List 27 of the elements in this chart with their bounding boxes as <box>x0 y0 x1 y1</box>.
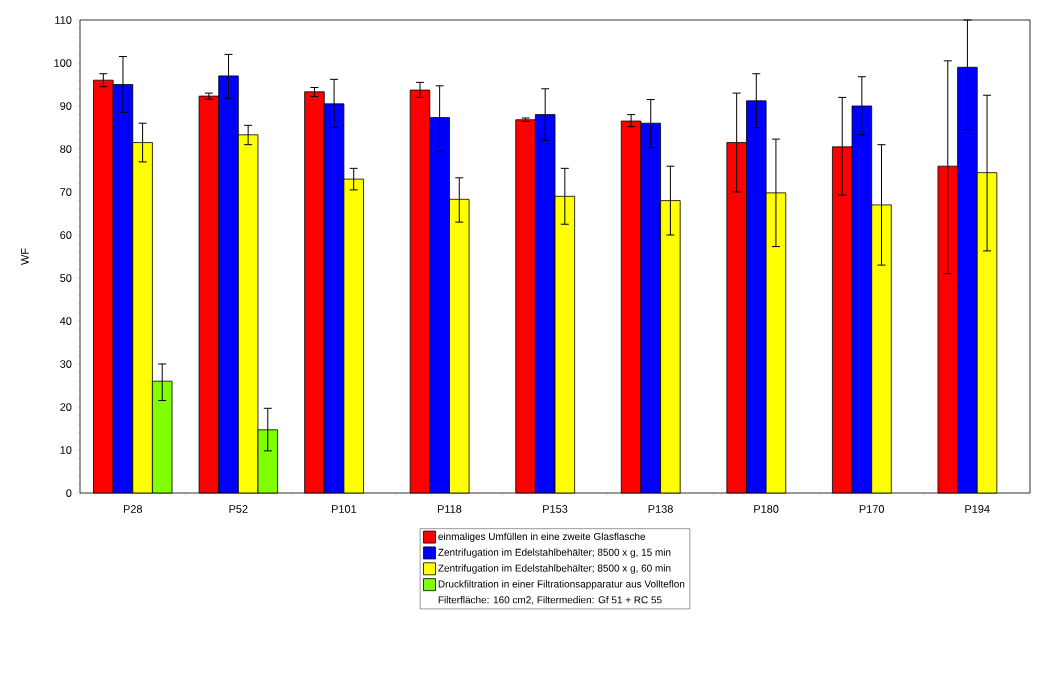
y-tick-label: 40 <box>59 317 72 325</box>
legend-label: einmaliges Umfüllen in eine zweite Glasflasche <box>438 532 646 542</box>
x-tick-label: P118 <box>437 505 462 513</box>
y-tick-label: 30 <box>60 360 72 368</box>
y-tick-label: 80 <box>60 145 72 153</box>
text: Filterfläche: 160 cm2, Filtermedien: Gf 51 + RC 55 <box>438 596 662 605</box>
y-tick-label: 110 <box>55 16 72 24</box>
x-tick-label: P153 <box>543 505 568 513</box>
x-tick-label: P170 <box>859 505 885 513</box>
y-tick-label: 0 <box>66 489 72 497</box>
y-axis-title: WF <box>21 248 29 265</box>
y-tick-label: 100 <box>54 59 72 67</box>
y-tick-label: 70 <box>60 188 72 196</box>
x-tick-label: P52 <box>229 505 248 513</box>
y-tick-label: 50 <box>60 274 72 282</box>
x-tick-label: P138 <box>648 505 673 513</box>
legend-label: Zentrifugation im Edelstahlbehälter; 8500 x g, 15 min <box>438 548 671 558</box>
x-tick-label: P101 <box>332 505 357 513</box>
legend-label: Druckfiltration in einer Filtrationsapparatur aus Vollteflon <box>438 580 685 590</box>
y-tick-label: 60 <box>60 231 72 239</box>
x-tick-label: P28 <box>123 505 143 513</box>
y-tick-label: 10 <box>60 446 72 454</box>
y-tick-label: 20 <box>60 403 72 411</box>
x-tick-label: P194 <box>965 505 990 513</box>
x-tick-label: P180 <box>754 505 779 513</box>
y-tick-label: 90 <box>60 102 72 110</box>
legend-label: Zentrifugation im Edelstahlbehälter; 8500 x g, 60 min <box>438 564 671 574</box>
